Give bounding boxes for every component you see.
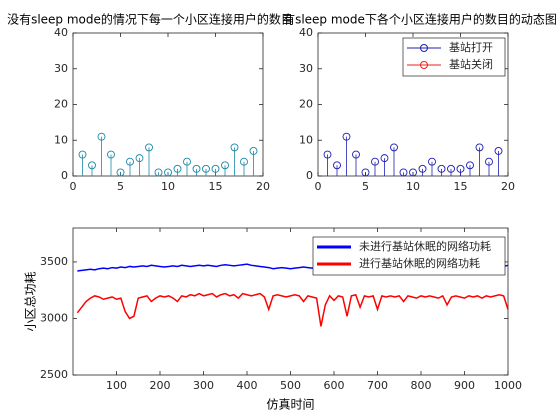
stem-marker — [352, 150, 360, 159]
y-tick-label: 20 — [299, 98, 313, 111]
legend-label: 未进行基站休眠的网络功耗 — [359, 239, 491, 253]
legend-label: 进行基站休眠的网络功耗 — [359, 256, 480, 270]
stem-marker — [333, 161, 341, 170]
x-tick-label: 700 — [367, 379, 388, 392]
stem-marker — [145, 143, 153, 152]
y-tick-label: 20 — [54, 98, 68, 111]
stem-marker — [173, 164, 182, 173]
legend-marker — [420, 61, 428, 69]
y-tick-label: 30 — [54, 62, 68, 75]
chart-title: 没有sleep mode的情况下每一个小区连接用户的数目 — [7, 12, 293, 27]
stem-marker — [380, 154, 389, 163]
chart-title: 有sleep mode下各个小区连接用户的数目的动态图 — [283, 12, 557, 27]
stem-marker — [88, 161, 96, 170]
legend-box — [312, 236, 506, 276]
y-tick-label: 0 — [306, 169, 313, 182]
stem-marker — [192, 164, 201, 173]
x-tick-label: 15 — [454, 180, 468, 193]
x-tick-label: 300 — [193, 379, 214, 392]
stem-marker — [154, 168, 163, 177]
x-tick-label: 400 — [237, 379, 258, 392]
stem-marker — [437, 164, 446, 173]
x-tick-label: 1000 — [494, 379, 522, 392]
x-tick-label: 800 — [411, 379, 432, 392]
stem-marker — [97, 132, 106, 141]
y-tick-label: 0 — [61, 169, 68, 182]
x-tick-label: 900 — [454, 379, 475, 392]
x-tick-label: 200 — [150, 379, 171, 392]
axes-frame — [72, 32, 264, 177]
x-tick-label: 0 — [70, 180, 77, 193]
legend-box — [402, 37, 506, 77]
stem-marker — [126, 157, 134, 166]
x-tick-label: 500 — [280, 379, 301, 392]
y-axis-label: 小区总功耗 — [24, 271, 38, 331]
stem-marker — [342, 132, 351, 141]
stem-marker — [475, 143, 484, 152]
x-tick-label: 10 — [406, 180, 420, 193]
stem-marker — [135, 154, 144, 163]
stem-marker — [249, 147, 258, 155]
stem-marker — [494, 147, 503, 155]
legend-label: 基站打开 — [449, 40, 493, 54]
stem-marker — [466, 161, 474, 170]
stem-marker — [485, 157, 493, 166]
stem-marker — [323, 150, 332, 159]
stem-marker — [78, 150, 87, 159]
stem-marker — [202, 164, 210, 173]
stem-marker — [164, 168, 172, 177]
x-axis-label: 仿真时间 — [266, 398, 314, 412]
x-tick-label: 5 — [362, 180, 369, 193]
x-tick-label: 100 — [106, 379, 127, 392]
x-tick-label: 0 — [315, 180, 322, 193]
stem-marker — [221, 161, 229, 170]
stem-marker — [447, 164, 455, 173]
x-tick-label: 15 — [209, 180, 223, 193]
y-tick-label: 3000 — [40, 311, 68, 324]
y-tick-label: 40 — [299, 26, 313, 39]
stem-marker — [240, 157, 248, 166]
x-tick-label: 5 — [117, 180, 124, 193]
y-tick-label: 3500 — [40, 255, 68, 268]
x-tick-label: 20 — [501, 180, 515, 193]
stem-marker — [211, 164, 220, 173]
stem-marker — [399, 168, 408, 177]
x-tick-label: 600 — [324, 379, 345, 392]
stem-marker — [409, 168, 417, 177]
stem-marker — [428, 157, 436, 166]
stem-marker — [107, 150, 115, 159]
stem-marker — [361, 168, 370, 177]
stem-marker — [371, 157, 379, 166]
stem-marker — [418, 164, 427, 173]
legend-label: 基站关闭 — [449, 57, 493, 71]
y-tick-label: 2500 — [40, 368, 68, 381]
stem-marker — [230, 143, 239, 152]
stem-marker — [390, 143, 398, 152]
x-tick-label: 10 — [161, 180, 175, 193]
y-tick-label: 30 — [299, 62, 313, 75]
stem-marker — [456, 164, 465, 173]
stem-marker — [183, 157, 191, 166]
x-tick-label: 20 — [256, 180, 270, 193]
y-tick-label: 40 — [54, 26, 68, 39]
y-tick-label: 10 — [299, 133, 313, 146]
y-tick-label: 10 — [54, 133, 68, 146]
line — [76, 292, 509, 327]
stem-marker — [116, 168, 125, 177]
legend-marker — [420, 44, 428, 52]
